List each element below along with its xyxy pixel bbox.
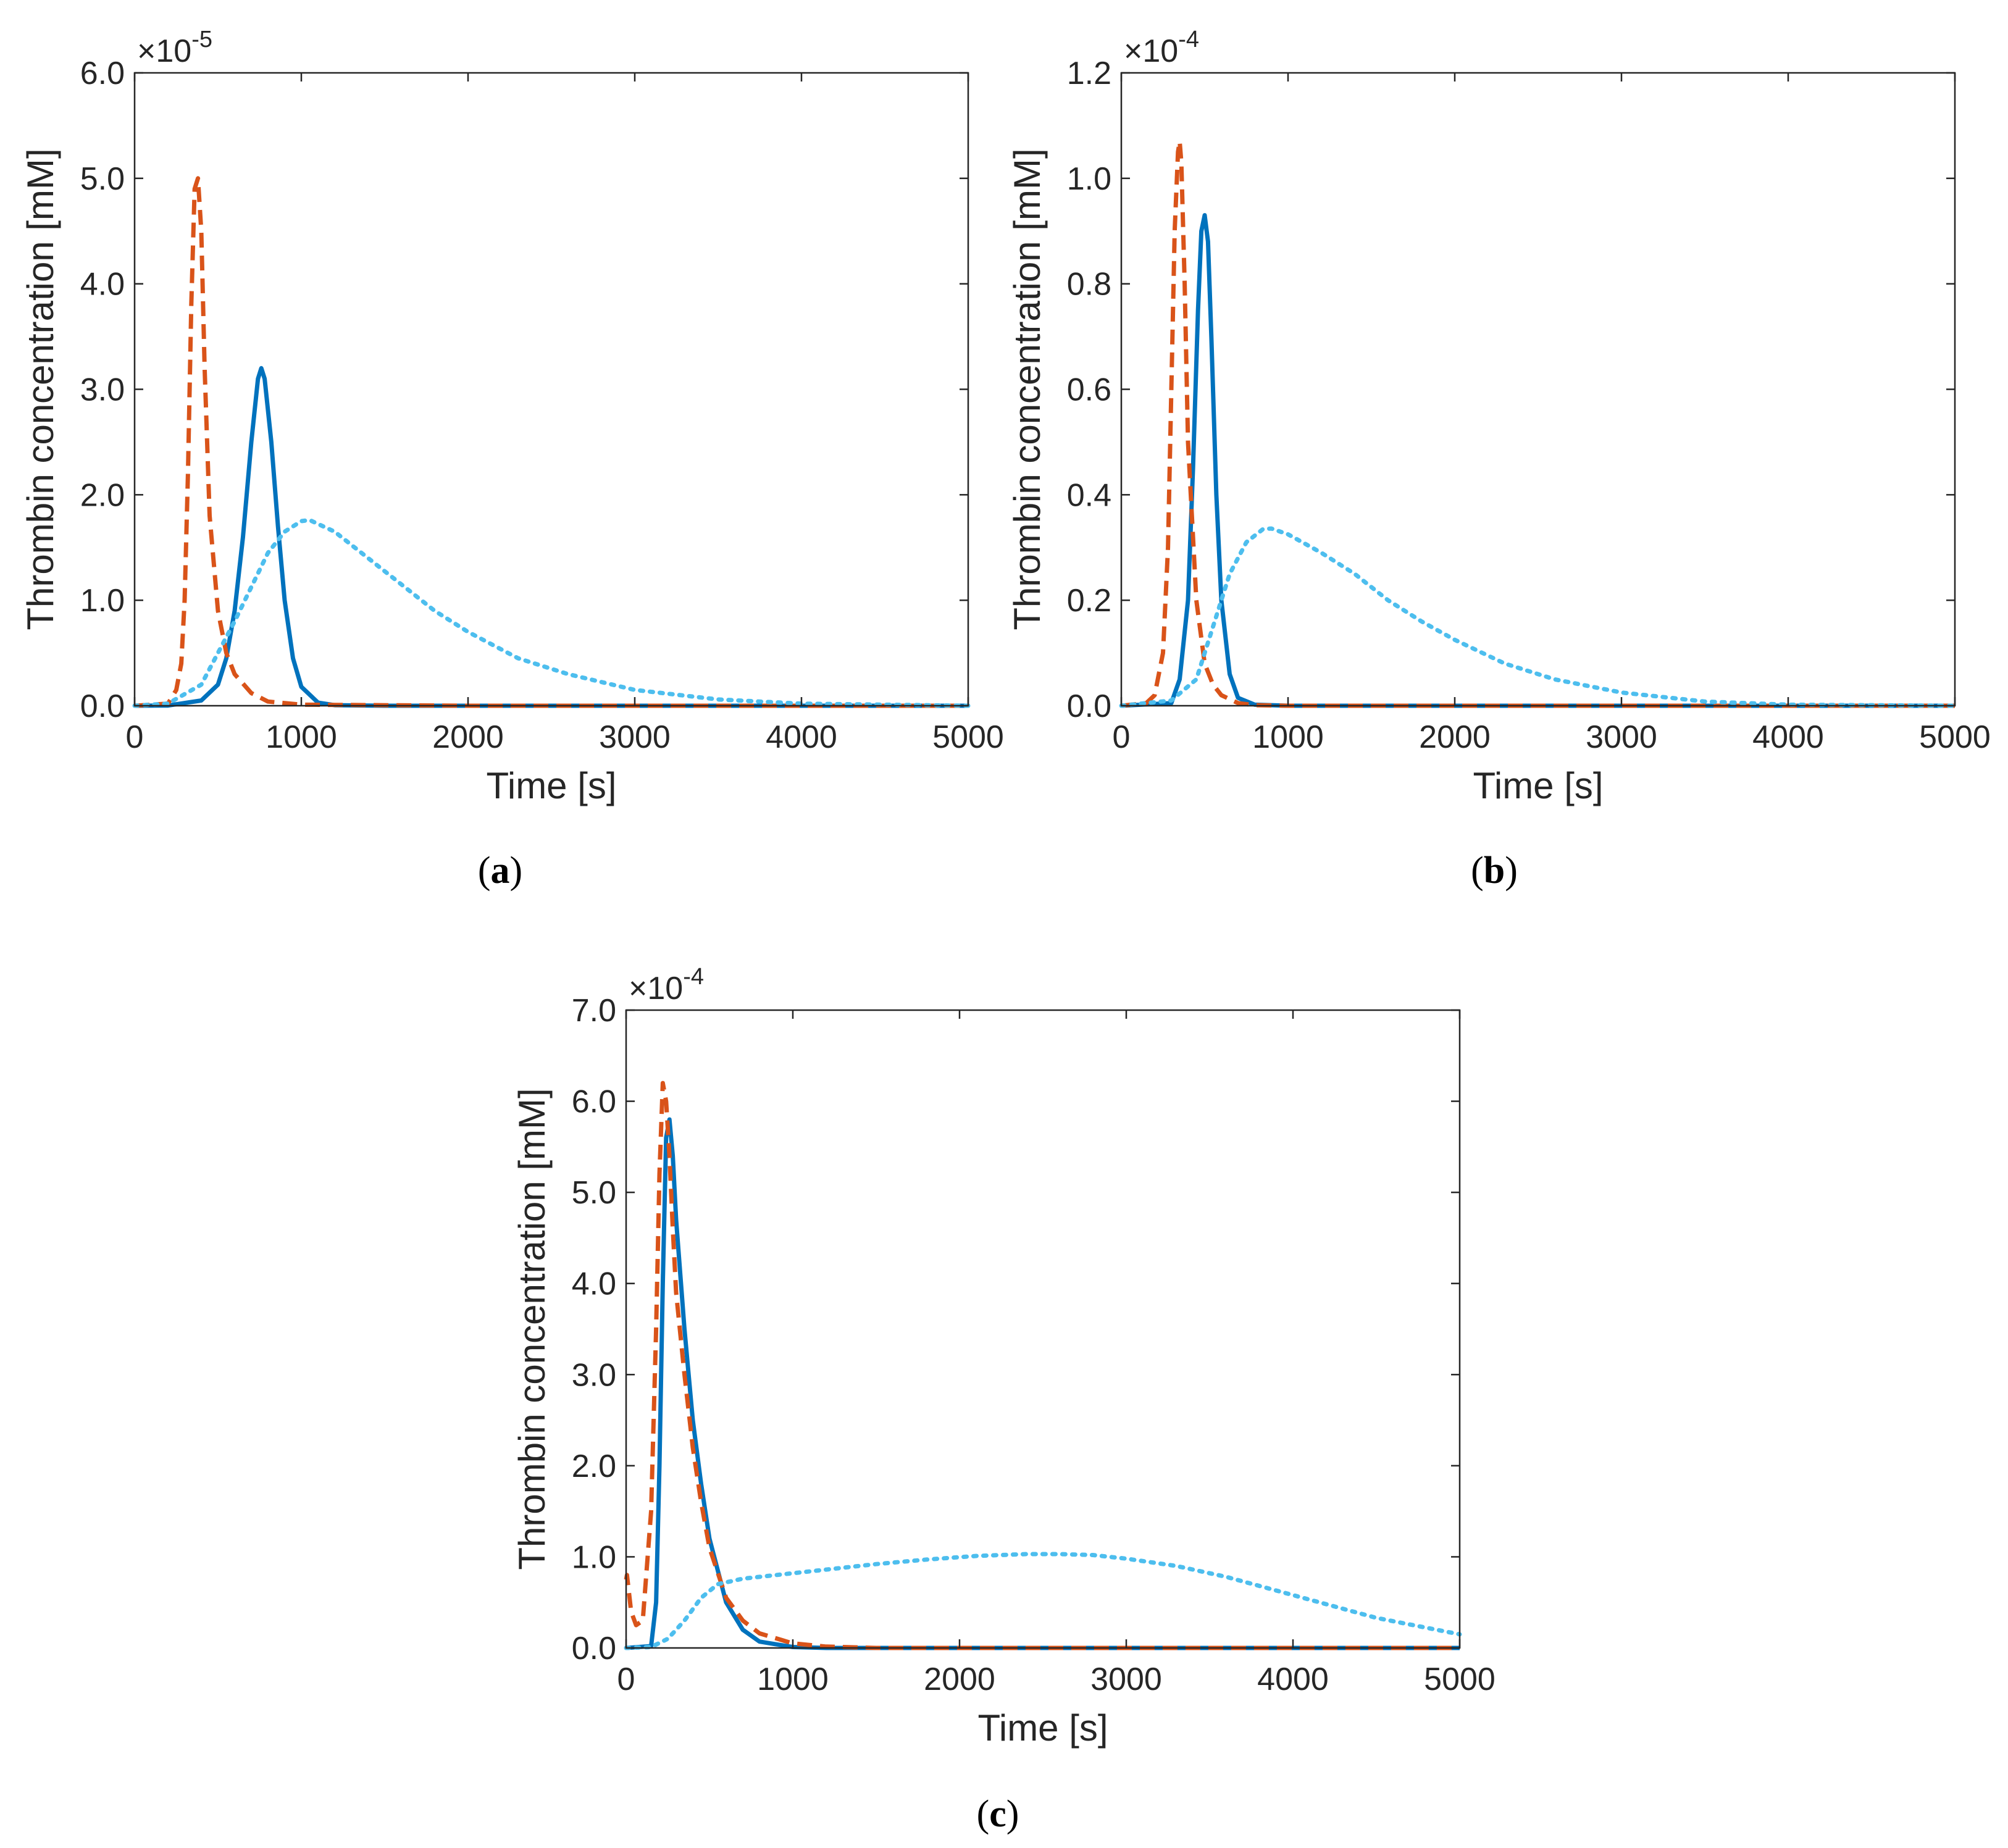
y-tick-label: 1.0 <box>572 1539 616 1575</box>
y-tick-label: 0.0 <box>80 688 125 724</box>
y-tick-label: 4.0 <box>80 267 125 303</box>
y-tick-label: 1.0 <box>1067 161 1111 197</box>
x-tick-label: 2000 <box>432 719 504 755</box>
x-tick-label: 5000 <box>1919 719 1991 755</box>
x-tick-label: 0 <box>617 1662 635 1697</box>
x-tick-label: 1000 <box>1252 719 1324 755</box>
series-line-solid-c <box>625 1117 1460 1650</box>
y-tick-label: 4.0 <box>572 1266 616 1302</box>
x-tick-label: 5000 <box>932 719 1004 755</box>
y-tick-label: 0.8 <box>1067 267 1111 303</box>
series-line-dotted-c <box>624 1552 1462 1650</box>
y-axis-label: Thrombin concentration [mM] <box>1006 148 1048 630</box>
series-line-dashed-a <box>134 176 968 708</box>
y-tick-label: 0.6 <box>1067 372 1111 408</box>
series-line-dashed-b <box>1121 139 1955 708</box>
y-exponent-label: ×10-5 <box>137 27 212 69</box>
x-axis-label: Time [s] <box>486 765 616 806</box>
chart-panel-a: 0 1000 2000 3000 4000 5000 0.0 1.0 2.0 3.0 4.0 5.0 6… <box>20 27 1004 892</box>
y-tick-label: 3.0 <box>572 1357 616 1393</box>
y-tick-label: 6.0 <box>572 1084 616 1120</box>
y-tick-label: 5.0 <box>80 161 125 197</box>
x-tick-label: 0 <box>126 719 144 755</box>
series-line-dashed-c <box>624 1081 1460 1650</box>
y-tick-label: 3.0 <box>80 372 125 408</box>
x-tick-label: 5000 <box>1424 1662 1496 1697</box>
series-line-dotted-a <box>132 517 971 708</box>
chart-panel-b: 0 1000 2000 3000 4000 5000 0.0 0.2 0.4 0.6 0.8 1.0 1… <box>1006 27 1991 892</box>
y-tick-label: 0.0 <box>1067 688 1111 724</box>
x-tick-label: 3000 <box>599 719 671 755</box>
y-exponent-label: ×10-4 <box>1124 27 1199 69</box>
y-exponent-label: ×10-4 <box>629 964 704 1006</box>
x-tick-label: 2000 <box>924 1662 995 1697</box>
plot-frame-c <box>625 1009 1461 1649</box>
y-axis-label: Thrombin concentration [mM] <box>20 148 61 630</box>
x-tick-label: 4000 <box>1257 1662 1329 1697</box>
y-tick-label: 5.0 <box>572 1175 616 1211</box>
series-line-solid-b <box>1121 213 1955 708</box>
y-tick-label: 0.4 <box>1067 477 1111 513</box>
y-tick-label: 7.0 <box>572 993 616 1029</box>
y-tick-label: 0.2 <box>1067 583 1111 619</box>
x-tick-label: 3000 <box>1090 1662 1162 1697</box>
panel-caption: (b) <box>1471 850 1518 892</box>
x-tick-label: 1000 <box>757 1662 829 1697</box>
y-tick-label: 2.0 <box>572 1449 616 1484</box>
panel-caption: (a) <box>478 850 522 892</box>
x-tick-label: 0 <box>1113 719 1131 755</box>
x-tick-label: 2000 <box>1419 719 1491 755</box>
y-tick-label: 1.0 <box>80 583 125 619</box>
y-tick-label: 0.0 <box>572 1631 616 1666</box>
series-line-solid-a <box>134 366 968 708</box>
x-axis-label: Time [s] <box>1473 765 1603 806</box>
y-axis-label: Thrombin concentration [mM] <box>511 1088 553 1570</box>
x-tick-label: 4000 <box>766 719 837 755</box>
x-tick-label: 1000 <box>266 719 337 755</box>
panel-caption: (c) <box>977 1793 1019 1835</box>
series-line-dotted-b <box>1119 526 1957 708</box>
x-tick-label: 3000 <box>1586 719 1657 755</box>
x-tick-label: 4000 <box>1752 719 1824 755</box>
plot-frame-b <box>1120 72 1956 707</box>
chart-panel-c: 0 1000 2000 3000 4000 5000 0.0 1.0 2.0 3.0 4.0 5.0 6… <box>511 964 1496 1835</box>
plot-frame-a <box>133 72 969 707</box>
y-tick-label: 6.0 <box>80 56 125 91</box>
y-tick-label: 1.2 <box>1067 56 1111 91</box>
x-axis-label: Time [s] <box>977 1707 1108 1749</box>
y-tick-label: 2.0 <box>80 477 125 513</box>
